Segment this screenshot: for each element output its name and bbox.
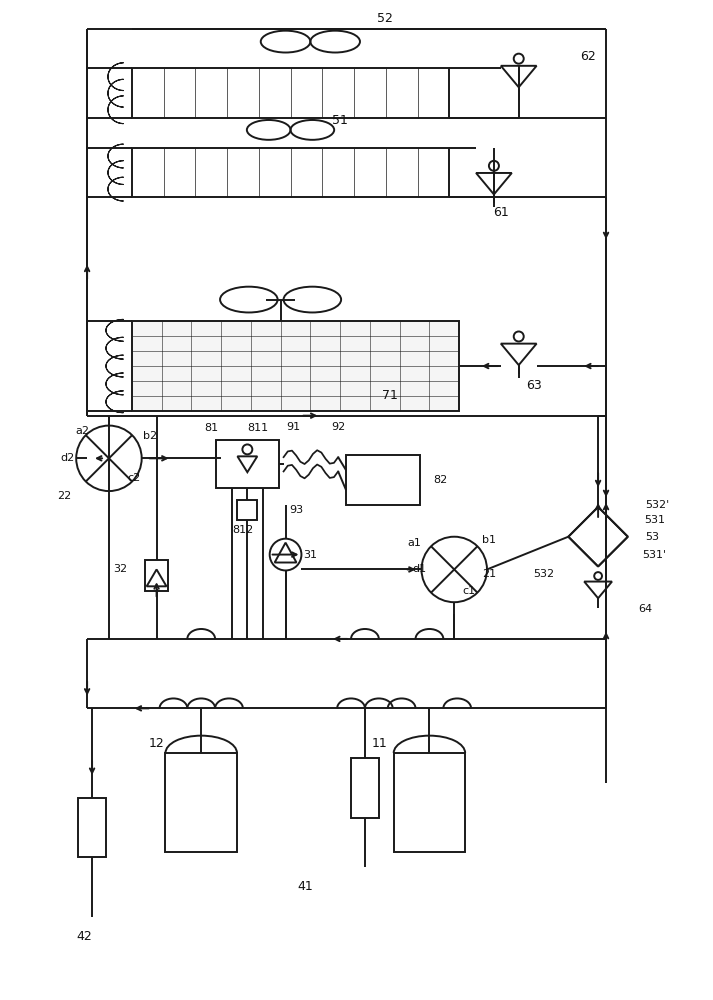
Text: 52: 52 (377, 12, 393, 25)
Text: 12: 12 (149, 737, 165, 750)
Bar (216, 440, 279, 488)
Bar (132, 148, 449, 197)
Text: 82: 82 (434, 475, 448, 485)
Bar (132, 68, 449, 118)
Text: 41: 41 (297, 880, 313, 893)
Text: 31: 31 (303, 550, 317, 560)
Text: 531: 531 (644, 515, 665, 525)
Bar (145, 560, 168, 591)
Text: 22: 22 (57, 491, 71, 501)
Text: 532: 532 (533, 569, 554, 579)
Text: 531': 531' (642, 550, 667, 560)
Text: 93: 93 (289, 505, 304, 515)
Text: 63: 63 (525, 379, 541, 392)
Text: 81: 81 (204, 423, 218, 433)
Bar (237, 500, 257, 520)
Text: b2: b2 (143, 431, 157, 441)
Text: b1: b1 (482, 535, 496, 545)
Text: 21: 21 (482, 569, 496, 579)
Bar (165, 753, 237, 852)
Text: 32: 32 (113, 564, 127, 574)
Bar (132, 321, 459, 411)
Text: 51: 51 (332, 114, 348, 127)
Text: 11: 11 (372, 737, 388, 750)
Bar (78, 798, 106, 857)
Text: 811: 811 (247, 423, 268, 433)
Text: 92: 92 (331, 422, 345, 432)
Text: c1: c1 (463, 586, 476, 596)
Text: c2: c2 (127, 473, 140, 483)
Text: d1: d1 (412, 564, 426, 574)
Text: 91: 91 (287, 422, 301, 432)
Bar (346, 455, 421, 505)
Text: a1: a1 (408, 538, 421, 548)
Bar (351, 758, 379, 818)
Text: 42: 42 (76, 930, 92, 943)
Text: d2: d2 (60, 453, 74, 463)
Text: 62: 62 (580, 50, 596, 63)
Bar (394, 753, 465, 852)
Text: 71: 71 (381, 389, 398, 402)
Text: 53: 53 (646, 532, 660, 542)
Text: a2: a2 (75, 426, 89, 436)
Text: 64: 64 (639, 604, 653, 614)
Text: 532': 532' (645, 500, 670, 510)
Text: 812: 812 (232, 525, 253, 535)
Text: 61: 61 (493, 206, 509, 219)
